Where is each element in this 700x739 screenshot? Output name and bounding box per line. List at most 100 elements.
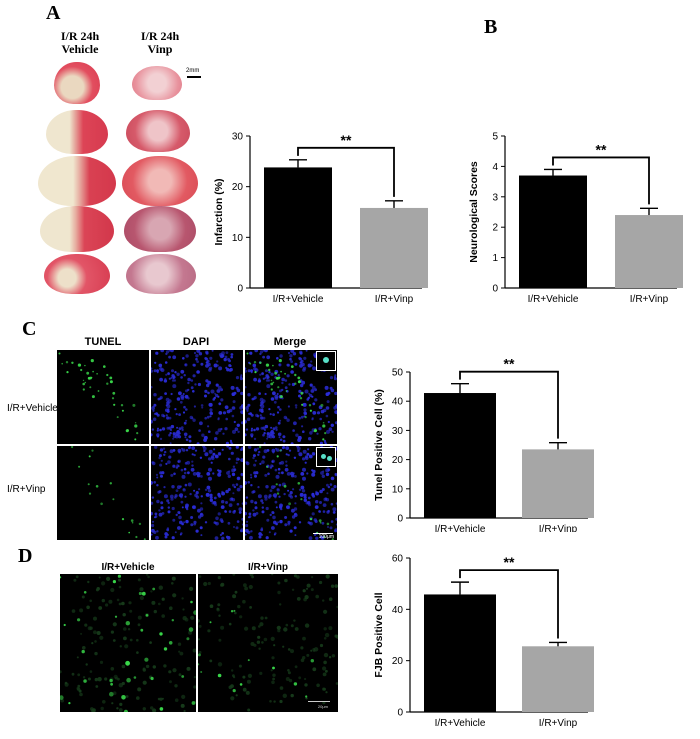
- cell-dot: [285, 390, 288, 392]
- cell-dot: [207, 581, 211, 586]
- cell-dot: [260, 527, 264, 530]
- cell-dot: [327, 526, 329, 528]
- cell-dot: [275, 506, 278, 509]
- cell-dot: [250, 476, 253, 479]
- cell-dot: [295, 433, 299, 437]
- cell-dot: [276, 448, 280, 452]
- cell-dot: [113, 403, 116, 406]
- cell-dot: [245, 367, 247, 370]
- cell-dot: [171, 369, 174, 373]
- cell-dot: [190, 600, 193, 604]
- cell-dot: [290, 442, 294, 444]
- cell-dot: [181, 428, 184, 432]
- brain-scale-label: 2mm: [186, 68, 200, 74]
- cell-dot: [232, 400, 236, 404]
- cell-dot: [208, 368, 212, 372]
- cell-dot: [136, 651, 139, 654]
- cell-dot: [166, 533, 169, 536]
- cell-dot: [257, 635, 261, 639]
- cell-dot: [298, 389, 302, 393]
- cell-dot: [249, 473, 253, 476]
- cell-dot: [335, 517, 337, 521]
- cell-dot: [252, 456, 255, 460]
- cell-dot: [179, 485, 182, 488]
- cell-dot: [160, 459, 163, 462]
- cell-dot: [294, 382, 297, 385]
- cell-dot: [174, 371, 177, 374]
- cell-dot: [190, 386, 194, 390]
- cell-dot: [300, 658, 305, 663]
- cell-dot: [284, 467, 289, 472]
- cell-dot: [239, 683, 243, 686]
- cell-dot: [336, 605, 338, 609]
- cell-dot: [129, 638, 133, 642]
- cell-dot: [151, 528, 155, 533]
- cell-dot: [290, 360, 293, 363]
- cell-dot: [160, 506, 164, 510]
- cell-dot: [204, 416, 207, 420]
- cell-dot: [250, 433, 254, 437]
- cell-dot: [137, 687, 142, 692]
- cell-dot: [330, 520, 334, 523]
- cell-dot: [160, 501, 164, 505]
- cell-dot: [309, 383, 313, 387]
- cell-dot: [283, 492, 286, 496]
- cell-dot: [170, 392, 173, 396]
- cell-dot: [187, 381, 190, 385]
- cell-dot: [60, 695, 64, 700]
- cell-dot: [157, 697, 161, 701]
- x-tick-label: I/R+Vehicle: [528, 294, 579, 305]
- cell-dot: [323, 687, 326, 691]
- cell-dot: [308, 536, 313, 540]
- cell-dot: [263, 442, 266, 444]
- cell-dot: [217, 472, 222, 477]
- cell-dot: [213, 448, 216, 451]
- cell-dot: [191, 464, 194, 467]
- cell-dot: [293, 456, 297, 459]
- cell-dot: [182, 357, 185, 360]
- cell-dot: [254, 501, 258, 505]
- cell-dot: [237, 430, 240, 433]
- cell-dot: [232, 429, 236, 434]
- cell-dot: [293, 421, 297, 426]
- cell-dot: [176, 430, 180, 434]
- cell-dot: [112, 498, 115, 501]
- cell-dot: [307, 363, 312, 368]
- cell-dot: [251, 427, 253, 430]
- y-tick-label: 30: [392, 426, 404, 437]
- cell-dot: [112, 691, 117, 695]
- cell-dot: [196, 442, 200, 444]
- cell-dot: [257, 486, 260, 489]
- cell-dot: [163, 647, 168, 651]
- cell-dot: [328, 656, 332, 659]
- neurological-chart: 0 1 2 3 4 5 Neurological Scores I/R+Vehicle I/R+…: [468, 132, 683, 305]
- cell-dot: [98, 576, 101, 579]
- cell-dot: [252, 454, 256, 458]
- cell-dot: [272, 511, 275, 515]
- cell-dot: [262, 426, 266, 430]
- cell-dot: [323, 609, 328, 614]
- cell-dot: [165, 408, 169, 412]
- cell-dot: [217, 395, 220, 398]
- cell-dot: [298, 488, 302, 491]
- cell-dot: [155, 351, 159, 355]
- cell-dot: [112, 391, 116, 395]
- cell-dot: [233, 391, 237, 395]
- cell-dot: [277, 405, 280, 409]
- cell-dot: [236, 502, 240, 506]
- cell-dot: [266, 437, 269, 440]
- cell-dot: [177, 642, 182, 646]
- cell-dot: [272, 677, 275, 681]
- cell-dot: [229, 369, 232, 372]
- cell-dot: [264, 616, 268, 620]
- cell-dot: [290, 471, 294, 476]
- cell-dot: [136, 696, 140, 700]
- cell-dot: [95, 588, 99, 592]
- cell-dot: [299, 351, 303, 355]
- cell-dot: [191, 701, 196, 705]
- cell-dot: [206, 415, 210, 419]
- cell-dot: [283, 627, 288, 632]
- cell-dot: [271, 656, 275, 660]
- cell-dot: [301, 380, 306, 385]
- cell-dot: [245, 428, 249, 431]
